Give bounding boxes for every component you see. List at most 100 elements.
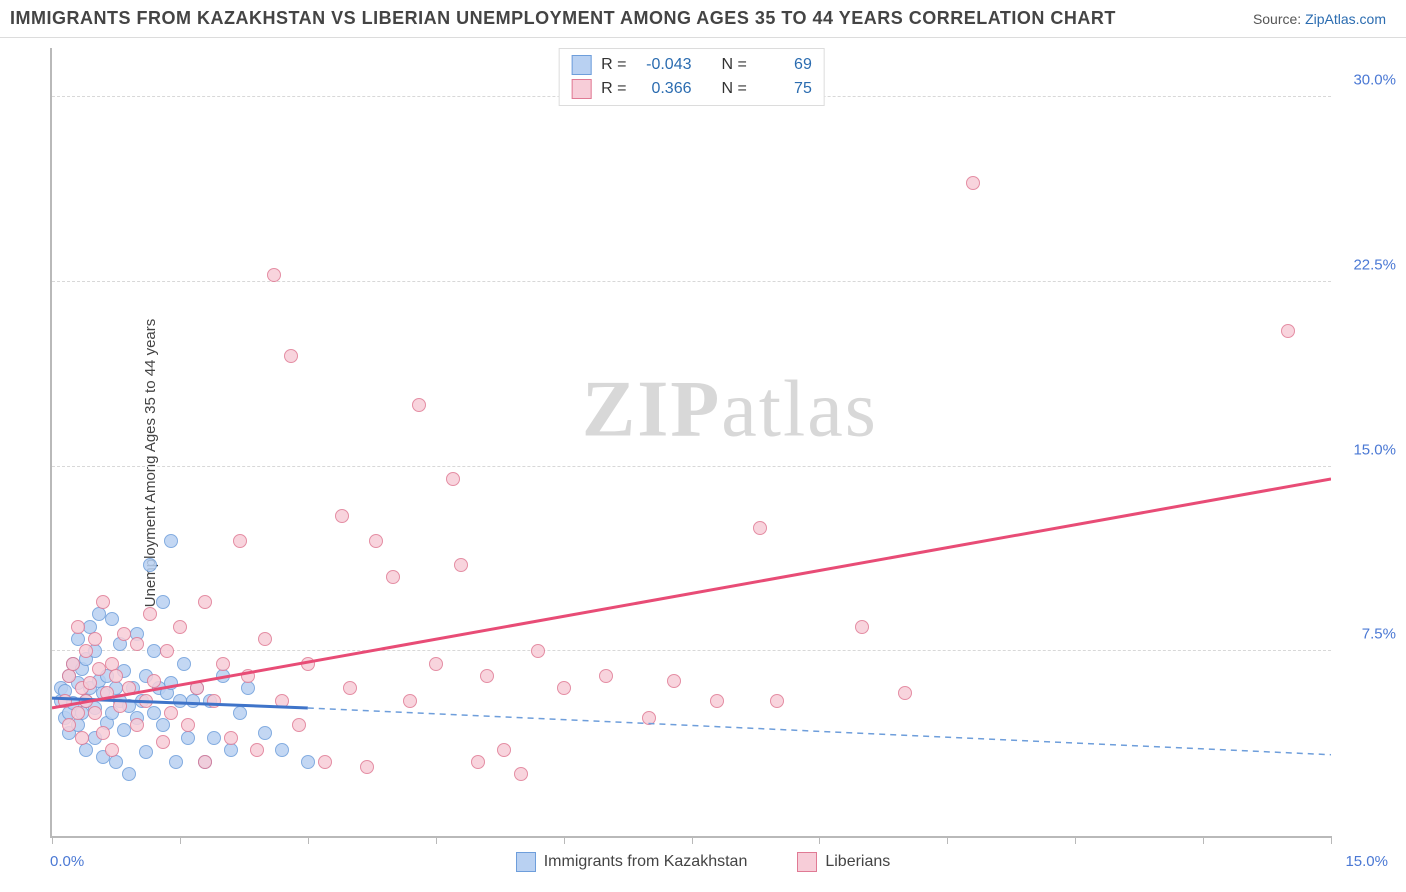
r-value-kazakh: -0.043	[637, 56, 692, 74]
title-bar: IMMIGRANTS FROM KAZAKHSTAN VS LIBERIAN U…	[0, 0, 1406, 38]
data-point-liberian	[454, 558, 468, 572]
source: Source: ZipAtlas.com	[1253, 11, 1386, 27]
n-value-kazakh: 69	[757, 56, 812, 74]
data-point-liberian	[96, 726, 110, 740]
data-point-kazakh	[169, 755, 183, 769]
y-tick-label: 7.5%	[1362, 626, 1396, 643]
data-point-liberian	[130, 718, 144, 732]
data-point-liberian	[343, 681, 357, 695]
n-label: N =	[722, 80, 747, 98]
data-point-liberian	[599, 669, 613, 683]
data-point-liberian	[855, 620, 869, 634]
r-label: R =	[601, 56, 626, 74]
data-point-liberian	[412, 398, 426, 412]
data-point-liberian	[446, 472, 460, 486]
data-point-liberian	[301, 657, 315, 671]
data-point-liberian	[318, 755, 332, 769]
data-point-kazakh	[164, 676, 178, 690]
data-point-liberian	[160, 644, 174, 658]
data-point-liberian	[190, 681, 204, 695]
data-point-liberian	[471, 755, 485, 769]
data-point-liberian	[369, 534, 383, 548]
x-tick	[52, 836, 53, 844]
data-point-liberian	[71, 620, 85, 634]
legend-label-liberian: Liberians	[825, 853, 890, 871]
data-point-liberian	[514, 767, 528, 781]
swatch-liberian	[571, 79, 591, 99]
data-point-liberian	[96, 595, 110, 609]
data-point-kazakh	[241, 681, 255, 695]
data-point-liberian	[1281, 324, 1295, 338]
data-point-liberian	[143, 607, 157, 621]
data-point-kazakh	[156, 718, 170, 732]
data-point-liberian	[109, 669, 123, 683]
data-point-liberian	[233, 534, 247, 548]
data-point-liberian	[156, 735, 170, 749]
data-point-liberian	[164, 706, 178, 720]
data-point-liberian	[335, 509, 349, 523]
swatch-kazakh	[516, 852, 536, 872]
legend-label-kazakh: Immigrants from Kazakhstan	[544, 853, 748, 871]
data-point-liberian	[429, 657, 443, 671]
data-point-liberian	[531, 644, 545, 658]
data-point-liberian	[753, 521, 767, 535]
data-point-kazakh	[207, 731, 221, 745]
watermark-bold: ZIP	[582, 366, 721, 454]
gridline	[52, 281, 1331, 282]
r-value-liberian: 0.366	[637, 80, 692, 98]
data-point-liberian	[480, 669, 494, 683]
swatch-kazakh	[571, 55, 591, 75]
data-point-liberian	[88, 632, 102, 646]
x-tick	[308, 836, 309, 844]
data-point-liberian	[966, 176, 980, 190]
source-link[interactable]: ZipAtlas.com	[1305, 11, 1386, 27]
data-point-kazakh	[258, 726, 272, 740]
data-point-liberian	[386, 570, 400, 584]
bottom-legend: Immigrants from Kazakhstan Liberians	[0, 852, 1406, 872]
data-point-kazakh	[109, 755, 123, 769]
data-point-kazakh	[122, 767, 136, 781]
x-tick	[1075, 836, 1076, 844]
data-point-liberian	[88, 706, 102, 720]
n-label: N =	[722, 56, 747, 74]
data-point-liberian	[105, 743, 119, 757]
stats-row-kazakh: R = -0.043 N = 69	[571, 53, 812, 77]
data-point-kazakh	[79, 743, 93, 757]
x-tick	[692, 836, 693, 844]
data-point-liberian	[62, 669, 76, 683]
data-point-liberian	[557, 681, 571, 695]
x-tick	[180, 836, 181, 844]
swatch-liberian	[797, 852, 817, 872]
data-point-liberian	[83, 676, 97, 690]
data-point-kazakh	[181, 731, 195, 745]
watermark: ZIPatlas	[582, 365, 878, 456]
data-point-liberian	[113, 699, 127, 713]
data-point-kazakh	[105, 612, 119, 626]
data-point-liberian	[497, 743, 511, 757]
gridline	[52, 650, 1331, 651]
data-point-liberian	[898, 686, 912, 700]
data-point-kazakh	[224, 743, 238, 757]
plot-area: ZIPatlas R = -0.043 N = 69 R = 0.366 N =…	[50, 48, 1331, 838]
y-tick-label: 30.0%	[1353, 72, 1396, 89]
data-point-liberian	[292, 718, 306, 732]
data-point-liberian	[173, 620, 187, 634]
y-tick-label: 22.5%	[1353, 256, 1396, 273]
r-label: R =	[601, 80, 626, 98]
data-point-liberian	[130, 637, 144, 651]
data-point-liberian	[117, 627, 131, 641]
gridline	[52, 466, 1331, 467]
data-point-kazakh	[156, 595, 170, 609]
data-point-liberian	[122, 681, 136, 695]
data-point-kazakh	[275, 743, 289, 757]
data-point-liberian	[207, 694, 221, 708]
data-point-liberian	[224, 731, 238, 745]
n-value-liberian: 75	[757, 80, 812, 98]
data-point-liberian	[258, 632, 272, 646]
data-point-liberian	[403, 694, 417, 708]
data-point-liberian	[181, 718, 195, 732]
source-label: Source:	[1253, 11, 1301, 27]
data-point-kazakh	[139, 745, 153, 759]
data-point-liberian	[360, 760, 374, 774]
data-point-liberian	[79, 644, 93, 658]
